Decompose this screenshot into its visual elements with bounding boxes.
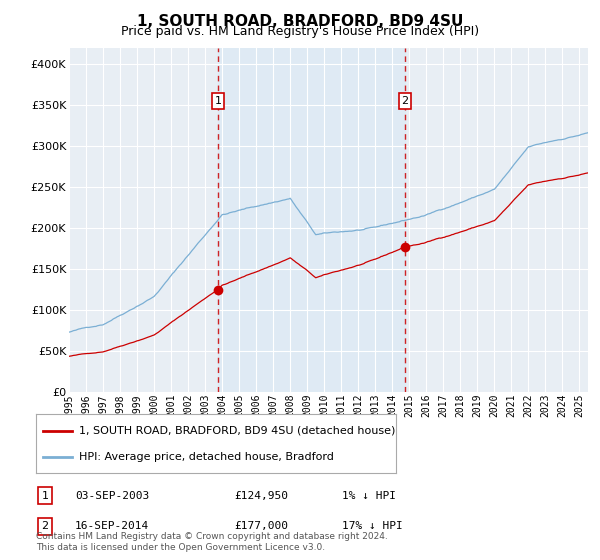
Bar xyxy=(218,48,405,392)
Text: 17% ↓ HPI: 17% ↓ HPI xyxy=(342,521,403,531)
Text: £124,950: £124,950 xyxy=(234,491,288,501)
Text: Price paid vs. HM Land Registry's House Price Index (HPI): Price paid vs. HM Land Registry's House … xyxy=(121,25,479,38)
Text: 2: 2 xyxy=(41,521,49,531)
Text: £177,000: £177,000 xyxy=(234,521,288,531)
Text: 1, SOUTH ROAD, BRADFORD, BD9 4SU (detached house): 1, SOUTH ROAD, BRADFORD, BD9 4SU (detach… xyxy=(79,426,395,436)
Text: 1, SOUTH ROAD, BRADFORD, BD9 4SU: 1, SOUTH ROAD, BRADFORD, BD9 4SU xyxy=(137,14,463,29)
Text: 16-SEP-2014: 16-SEP-2014 xyxy=(75,521,149,531)
Text: 1: 1 xyxy=(214,96,221,106)
Text: HPI: Average price, detached house, Bradford: HPI: Average price, detached house, Brad… xyxy=(79,452,334,462)
Text: 1: 1 xyxy=(41,491,49,501)
Text: 03-SEP-2003: 03-SEP-2003 xyxy=(75,491,149,501)
Text: 1% ↓ HPI: 1% ↓ HPI xyxy=(342,491,396,501)
Text: Contains HM Land Registry data © Crown copyright and database right 2024.
This d: Contains HM Land Registry data © Crown c… xyxy=(36,532,388,552)
Text: 2: 2 xyxy=(401,96,409,106)
